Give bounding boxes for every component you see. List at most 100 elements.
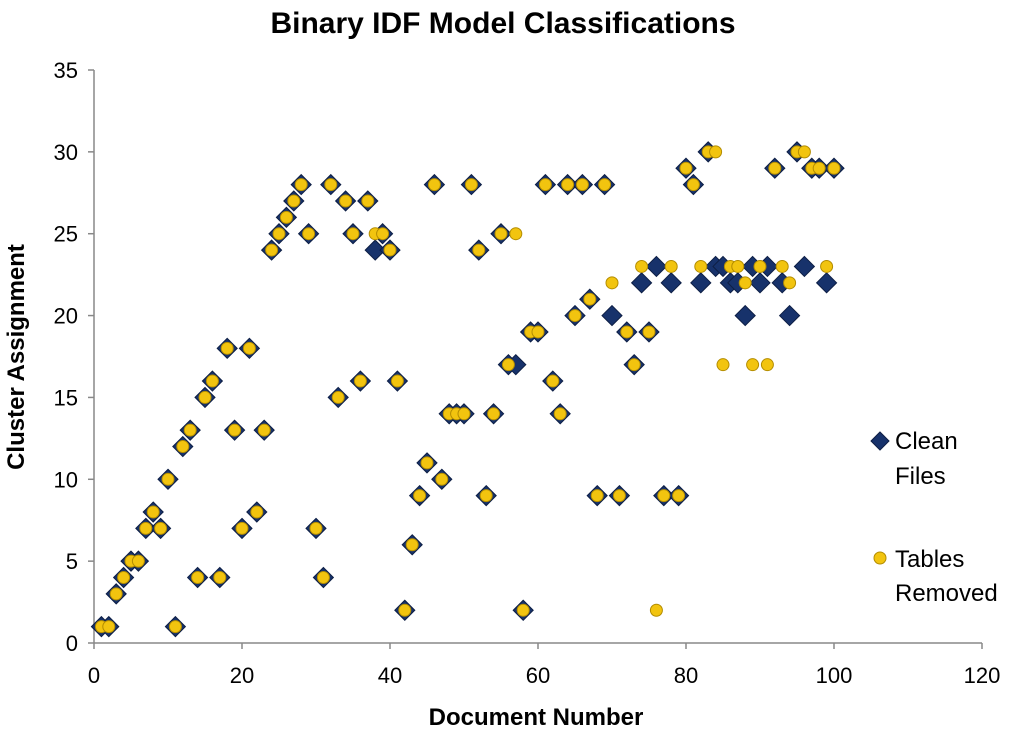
tables-removed-point [435,472,449,486]
tables-removed-point [672,489,686,503]
x-tick-label: 120 [964,663,1001,688]
tables-removed-point [590,489,604,503]
tables-removed-point [361,194,375,208]
tables-removed-point [339,194,353,208]
tables-removed-point [242,341,256,355]
legend: Clean Files Tables Removed [870,428,998,607]
tables-removed-point [331,390,345,404]
tables-removed-point [250,505,264,519]
tables-removed-point [679,161,693,175]
tables-removed-point [738,276,752,290]
tables-removed-point [287,194,301,208]
tables-removed-point [612,489,626,503]
y-tick-label: 10 [54,467,78,492]
tables-removed-point [649,603,663,617]
y-axis-title: Cluster Assignment [3,244,30,470]
tables-removed-point [220,341,234,355]
tables-removed-point [686,178,700,192]
tables-removed-point [746,358,760,372]
legend-label-clean-line2: Files [895,463,946,490]
tables-removed-point [642,325,656,339]
tables-removed-point [812,161,826,175]
tables-removed-point [479,489,493,503]
x-tick-label: 60 [526,663,550,688]
clean-files-point [601,304,623,327]
legend-diamond-marker [870,431,890,451]
tables-removed-point [109,587,123,601]
clean-files-point [815,272,838,294]
tables-removed-point [716,358,730,372]
x-tick-label: 40 [378,663,402,688]
x-axis-title: Document Number [429,704,644,731]
tables-removed-point [146,505,160,519]
tables-removed-point [568,309,582,323]
legend-label-clean-line1: Clean [895,428,958,455]
tables-removed-point [538,178,552,192]
clean-files-point [734,304,756,327]
tables-removed-point [620,325,634,339]
tables-removed-point [279,210,293,224]
tables-removed-point [228,423,242,437]
tables-removed-point [191,571,205,585]
legend-circle-marker [873,551,887,565]
legend-item-clean-files: Clean Files [870,428,958,490]
x-tick-label: 100 [816,663,853,688]
tables-removed-point [531,325,545,339]
series-clean-files [90,141,845,638]
tables-removed-point [605,276,619,290]
tables-removed-point [213,571,227,585]
tables-removed-point [635,259,649,273]
tables-removed-point [131,554,145,568]
tables-removed-point [464,178,478,192]
y-tick-label: 25 [54,222,78,247]
clean-files-point [793,255,816,278]
tables-removed-point [494,227,508,241]
tables-removed-point [783,276,797,290]
tables-removed-point [694,259,708,273]
tables-removed-point [457,407,471,421]
tables-removed-point [176,440,190,454]
tables-removed-point [102,620,116,634]
tables-removed-point [598,178,612,192]
clean-files-point [690,272,712,294]
clean-files-point [778,304,801,327]
x-axis-ticks: 0 20 40 60 80 100 120 [88,643,1000,688]
tables-removed-point [316,571,330,585]
tables-removed-point [294,178,308,192]
y-tick-label: 30 [54,140,78,165]
tables-removed-point [168,620,182,634]
tables-removed-point [509,227,523,241]
tables-removed-point [575,178,589,192]
tables-removed-point [309,521,323,535]
x-tick-label: 20 [230,663,254,688]
chart-title: Binary IDF Model Classifications [270,7,735,40]
tables-removed-point [472,243,486,257]
tables-removed-point [546,374,560,388]
y-tick-label: 5 [66,549,78,574]
tables-removed-point [413,489,427,503]
tables-removed-point [235,521,249,535]
tables-removed-point [205,374,219,388]
tables-removed-point [664,259,678,273]
axes: 0 20 40 60 80 100 120 0 5 10 15 20 25 30 35 [54,58,1001,688]
tables-removed-point [346,227,360,241]
tables-removed-point [265,243,279,257]
tables-removed-point [420,456,434,470]
tables-removed-point [753,259,767,273]
tables-removed-point [117,571,131,585]
tables-removed-point [272,227,286,241]
tables-removed-point [198,390,212,404]
tables-removed-point [183,423,197,437]
tables-removed-point [768,161,782,175]
tables-removed-point [427,178,441,192]
tables-removed-point [324,178,338,192]
series-tables-removed [94,145,841,634]
tables-removed-point [390,374,404,388]
tables-removed-point [501,358,515,372]
tables-removed-point [553,407,567,421]
x-tick-label: 0 [88,663,100,688]
tables-removed-point [561,178,575,192]
clean-files-point [364,239,386,261]
y-tick-label: 0 [66,631,78,656]
tables-removed-point [583,292,597,306]
